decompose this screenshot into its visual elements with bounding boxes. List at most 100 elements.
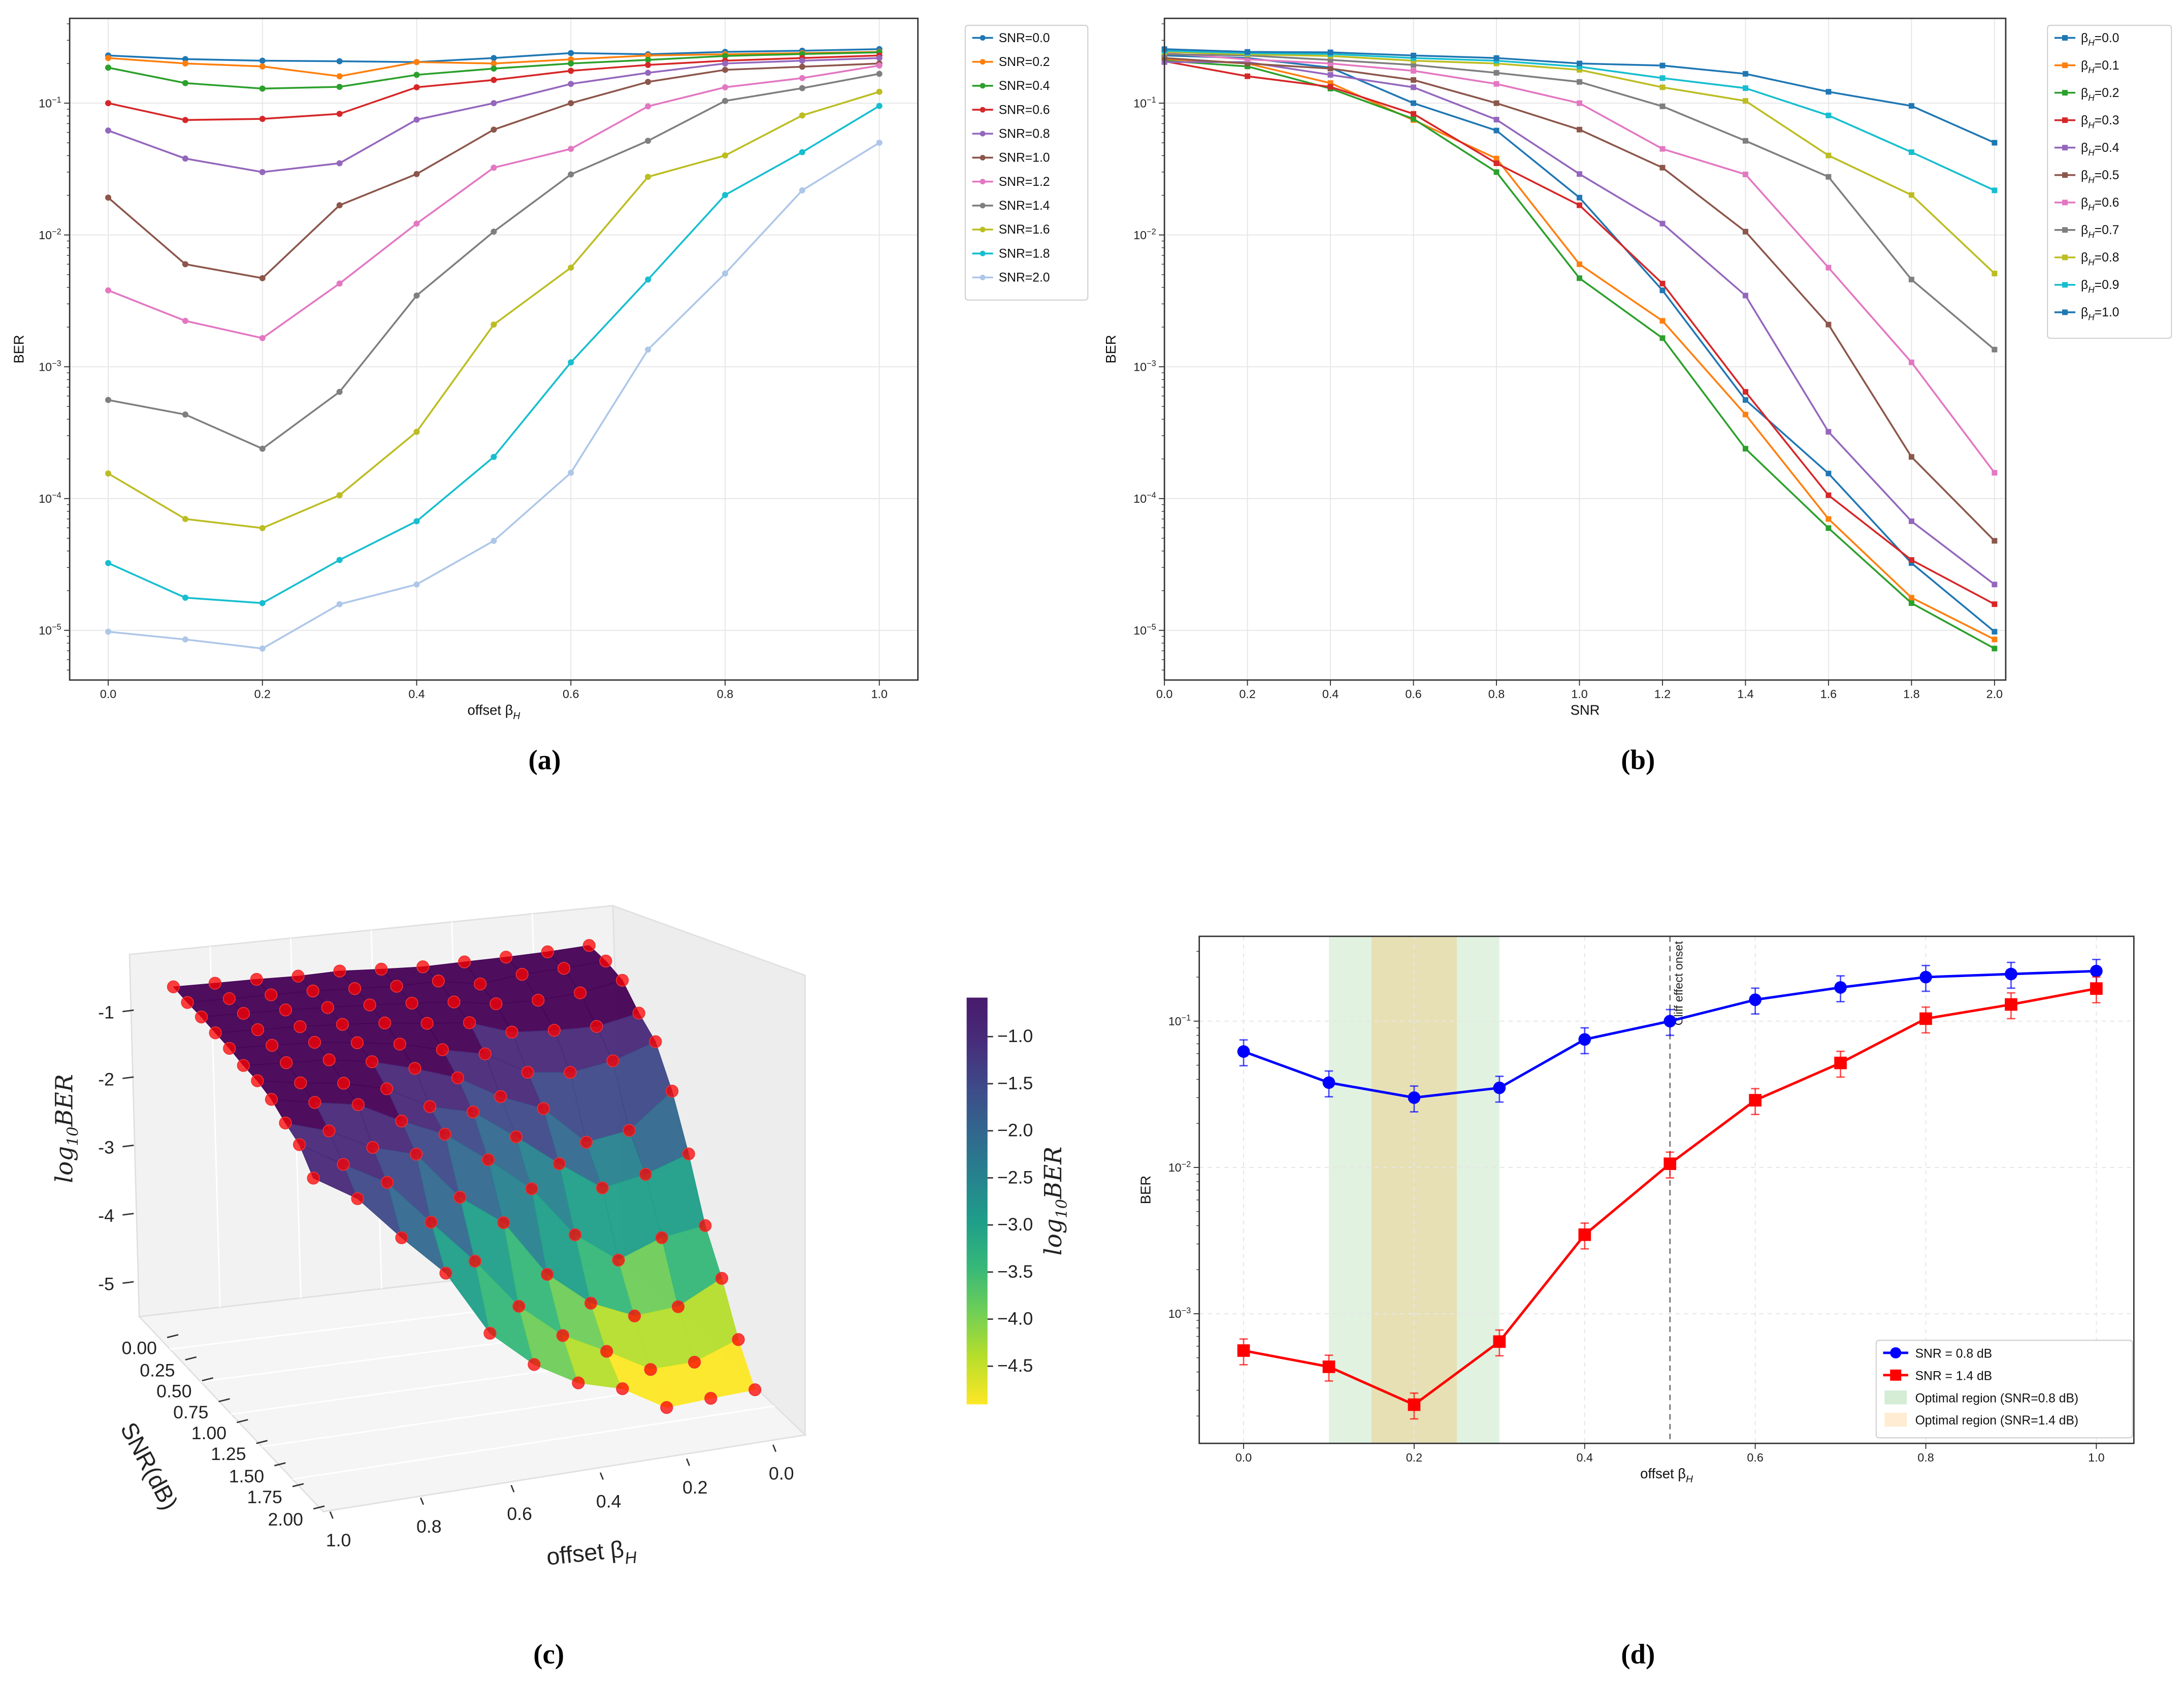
- data-point: [105, 560, 112, 566]
- snr-tick-label: 0.25: [140, 1360, 175, 1381]
- x-tick-label: 0.6: [1747, 1451, 1763, 1464]
- data-point: [1908, 600, 1914, 606]
- data-point: [1742, 85, 1748, 91]
- snr-tick-label: 2.00: [268, 1509, 303, 1530]
- data-point: [645, 61, 651, 68]
- data-point: [568, 81, 574, 87]
- legend-label: SNR = 0.8 dB: [1915, 1347, 1993, 1361]
- legend-marker: [980, 154, 986, 160]
- legend-label: SNR=1.0: [999, 151, 1050, 165]
- legend: βH=0.0βH=0.1βH=0.2βH=0.3βH=0.4βH=0.5βH=0…: [2047, 24, 2172, 339]
- data-point: [1664, 1157, 1677, 1170]
- y-tick-label: 10−1: [1133, 95, 1156, 110]
- data-point: [259, 85, 266, 92]
- data-point: [336, 280, 343, 287]
- legend-marker: [2062, 282, 2068, 288]
- series-SNR0.8dB: [1237, 958, 2103, 1113]
- data-point: [1834, 1056, 1847, 1069]
- snr-tick-label: 1.00: [191, 1423, 226, 1443]
- data-point: [515, 968, 529, 981]
- data-point: [568, 359, 574, 366]
- x-tick-label: 0.0: [1235, 1451, 1252, 1464]
- data-point: [259, 525, 266, 531]
- data-point: [408, 1062, 421, 1075]
- legend-label: βH=0.0: [2081, 31, 2119, 48]
- snr-tick-label: 0.75: [173, 1402, 208, 1422]
- data-point: [1576, 60, 1582, 67]
- series-line: [107, 62, 879, 279]
- data-point: [259, 600, 266, 606]
- data-point: [259, 116, 266, 122]
- data-point: [1742, 389, 1748, 395]
- data-point: [722, 60, 729, 67]
- data-point: [1493, 160, 1500, 166]
- data-point: [1992, 601, 1998, 607]
- data-point: [1992, 636, 1998, 642]
- data-point: [541, 1268, 554, 1281]
- data-point: [1245, 73, 1251, 79]
- colorbar-tick-label: −2.0: [997, 1120, 1033, 1141]
- data-point: [259, 63, 266, 70]
- data-point: [1576, 67, 1582, 73]
- data-point: [1493, 1081, 1506, 1094]
- data-point: [606, 1054, 620, 1067]
- snr-tick: [185, 1356, 197, 1360]
- data-point: [250, 972, 263, 986]
- data-point: [1576, 202, 1582, 208]
- series-line: [108, 142, 880, 650]
- data-point: [491, 165, 497, 171]
- data-point: [336, 388, 343, 395]
- data-point: [105, 64, 112, 71]
- data-point: [413, 116, 420, 123]
- data-point: [279, 1116, 292, 1129]
- data-point: [1576, 275, 1582, 281]
- legend-marker: [980, 179, 986, 185]
- data-point: [799, 85, 805, 91]
- data-point: [1327, 66, 1333, 72]
- data-point: [568, 146, 574, 152]
- data-point: [699, 1219, 712, 1233]
- series-SNR1.0: [105, 60, 883, 281]
- data-point: [1742, 229, 1748, 235]
- z-tick-label: -3: [98, 1138, 114, 1158]
- data-point: [483, 1326, 497, 1340]
- data-point: [478, 1047, 492, 1060]
- x-tick-label: 0.4: [408, 688, 425, 701]
- y-tick-label: 10−3: [1168, 1306, 1191, 1320]
- legend-label: SNR=1.4: [999, 199, 1050, 213]
- data-point: [420, 1017, 434, 1030]
- legend-label: βH=0.3: [2081, 114, 2119, 130]
- legend-label: βH=0.8: [2081, 251, 2119, 267]
- data-point: [333, 964, 346, 978]
- data-point: [876, 71, 883, 77]
- z-tick: [122, 1009, 134, 1013]
- data-point: [568, 50, 574, 56]
- data-point: [447, 995, 461, 1009]
- legend-marker: [2062, 90, 2068, 96]
- x-axis-label: SNR: [1571, 702, 1600, 718]
- data-point: [1992, 645, 1998, 652]
- legend-label: SNR=1.8: [999, 247, 1050, 261]
- data-point: [294, 1020, 307, 1033]
- data-point: [552, 1157, 566, 1171]
- data-point: [722, 152, 729, 159]
- data-point: [580, 1136, 593, 1149]
- data-point: [1742, 171, 1748, 177]
- data-point: [105, 470, 112, 477]
- data-point: [208, 977, 221, 990]
- data-point: [308, 1035, 321, 1049]
- data-point: [413, 518, 420, 525]
- legend-marker: [2062, 254, 2068, 261]
- data-point: [1411, 77, 1417, 83]
- data-point: [182, 411, 188, 418]
- data-point: [482, 1153, 495, 1166]
- data-point: [223, 1042, 236, 1055]
- data-point: [1408, 1091, 1421, 1104]
- data-point: [468, 1254, 482, 1268]
- data-point: [105, 55, 112, 61]
- data-point: [1327, 60, 1333, 67]
- data-point: [645, 56, 651, 63]
- data-point: [491, 77, 497, 83]
- data-point: [1659, 220, 1666, 226]
- data-point: [568, 171, 574, 178]
